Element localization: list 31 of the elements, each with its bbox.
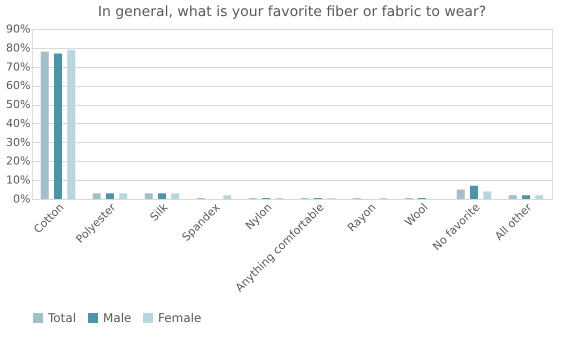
bar bbox=[483, 191, 492, 199]
bar bbox=[119, 193, 128, 199]
bar bbox=[92, 193, 101, 199]
bar bbox=[535, 195, 544, 199]
legend-label: Total bbox=[47, 311, 76, 325]
y-tick-label: 90% bbox=[6, 22, 30, 36]
bar bbox=[171, 193, 180, 199]
y-tick-label: 60% bbox=[6, 79, 30, 92]
bar bbox=[223, 195, 232, 199]
chart-title: In general, what is your favorite fiber or fabric to wear? bbox=[98, 4, 486, 20]
y-tick-label: 40% bbox=[6, 116, 30, 130]
legend-label: Female bbox=[158, 311, 202, 325]
bar bbox=[522, 195, 530, 199]
bar bbox=[144, 193, 153, 199]
y-tick-label: 70% bbox=[6, 60, 30, 74]
bar bbox=[456, 190, 465, 199]
y-tick-label: 80% bbox=[6, 41, 30, 54]
y-tick-label: 30% bbox=[6, 136, 30, 149]
bar bbox=[508, 195, 517, 199]
bar bbox=[67, 50, 76, 199]
bar bbox=[54, 54, 62, 199]
bar bbox=[40, 52, 49, 199]
bar bbox=[106, 193, 114, 199]
legend-label: Male bbox=[103, 311, 132, 325]
bar bbox=[470, 186, 478, 199]
y-tick-label: 0% bbox=[13, 192, 30, 206]
y-tick-label: 20% bbox=[6, 154, 30, 168]
x-tick-label: Silk bbox=[148, 200, 171, 224]
bar bbox=[158, 193, 166, 199]
y-tick-label: 50% bbox=[6, 98, 30, 112]
y-tick-label: 10% bbox=[6, 174, 30, 187]
